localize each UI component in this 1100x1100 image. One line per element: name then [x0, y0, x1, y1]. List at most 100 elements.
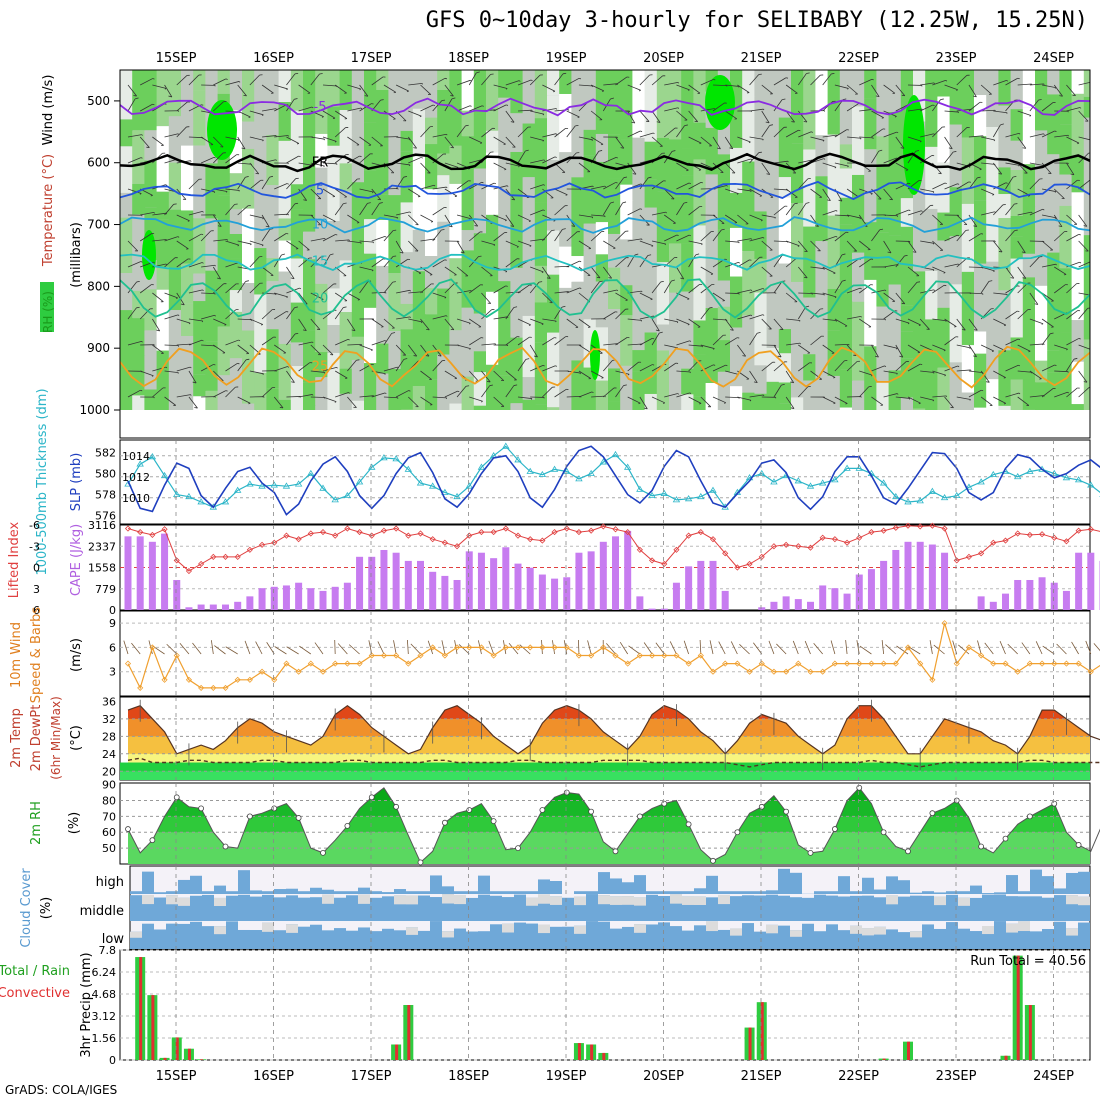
cloud-cell [334, 928, 346, 949]
rh-cell [425, 70, 438, 118]
upper-wind-barb-flag [1078, 338, 1081, 340]
rh-cell [510, 337, 524, 404]
wind10m-barb [730, 641, 738, 655]
upper-wind-barb [810, 136, 825, 141]
upper-wind-barb-flag [321, 299, 324, 301]
upper-wind-barb [359, 188, 374, 193]
cloud-cell [478, 931, 490, 949]
upper-wind-barb [334, 188, 347, 198]
thickness-point [563, 467, 571, 474]
rh-cell [181, 145, 194, 211]
cape-bar [1026, 579, 1034, 610]
upper-wind-barb [615, 177, 625, 190]
upper-wind-barb [164, 84, 173, 98]
cloud-cell [478, 894, 490, 921]
rh-cell [693, 122, 707, 160]
cloud-cell-gray [622, 896, 634, 905]
rh-cell [461, 179, 475, 231]
wind10m-point [393, 652, 400, 659]
cloud-cell [370, 891, 382, 894]
upper-wind-barb [992, 124, 1001, 138]
upper-wind-barb [213, 78, 227, 86]
rh-cell [608, 70, 621, 108]
wind10m-point [1087, 668, 1094, 675]
cloud-cell [334, 891, 346, 894]
cloud-cell [766, 890, 778, 894]
thickness-point [879, 479, 888, 486]
rh-cell [498, 70, 512, 98]
rh-cell [974, 331, 987, 354]
rh-cell [1022, 253, 1036, 278]
upper-wind-barb [493, 136, 506, 145]
rh-cell [595, 281, 609, 328]
cloud-cell [526, 923, 538, 949]
rh-cell [681, 394, 695, 410]
upper-wind-barb [603, 240, 616, 249]
upper-wind-barb [310, 396, 325, 398]
upper-wind-barb [883, 131, 897, 138]
upper-wind-barb [383, 318, 395, 329]
upper-wind-barb [725, 370, 739, 375]
upper-wind-barb [152, 344, 164, 354]
li-point [831, 536, 838, 543]
rh-cell [168, 116, 182, 163]
upper-wind-barb [1053, 231, 1065, 242]
rh-cell [656, 191, 670, 263]
upper-wind-barb-flag [343, 306, 347, 308]
thickness-point [221, 498, 230, 505]
rh-cell [522, 377, 536, 400]
cloud-cell [874, 897, 886, 921]
upper-wind-barb-flag [413, 355, 417, 357]
upper-wind-barb [322, 110, 336, 119]
upper-wind-barb [200, 364, 214, 372]
rh-cell [400, 329, 414, 355]
upper-wind-barb [310, 318, 321, 330]
upper-wind-barb-flag [1004, 324, 1007, 327]
wind10m-barb [792, 640, 799, 655]
wind10m-point [539, 644, 546, 651]
rh-cell [839, 197, 853, 225]
upper-wind-barb-flag [940, 98, 944, 101]
rh-cell [803, 149, 817, 227]
upper-wind-barb [1066, 338, 1079, 346]
upper-wind-barb [676, 370, 691, 373]
upper-wind-barb-flag [510, 225, 514, 227]
upper-wind-barb-flag [379, 202, 383, 204]
cloud-cell [694, 925, 706, 949]
upper-wind-barb [493, 316, 508, 320]
upper-wind-barb-flag [1055, 263, 1057, 266]
upper-wind-barb [1066, 310, 1078, 320]
upper-wind-barb [700, 266, 714, 275]
cloud-cell [946, 894, 958, 921]
rh-cell [400, 409, 414, 410]
upper-wind-barb [895, 136, 905, 149]
cloud-level-middle: middle [80, 904, 124, 919]
upper-wind-barb [408, 318, 423, 323]
rh-cell [388, 216, 402, 274]
cape-bar [794, 599, 802, 610]
cloud-cell [466, 897, 478, 921]
upper-wind-barb-flag [294, 333, 299, 335]
wind10m-barb [214, 645, 226, 655]
li-tick--6: -6 [29, 519, 40, 532]
rh-cell [205, 270, 219, 342]
cape-tick-0: 0 [109, 604, 116, 617]
upper-wind-barb-flag [494, 182, 496, 185]
wind10m-point [198, 684, 205, 691]
upper-wind-barb [542, 365, 556, 372]
upper-wind-barb-flag [1034, 303, 1038, 305]
upper-wind-barb [651, 110, 661, 123]
upper-wind-barb-flag [753, 381, 758, 384]
rh-cell [900, 331, 914, 359]
rh-cell [754, 393, 768, 410]
rh2m-point [929, 810, 936, 817]
upper-wind-barb-flag [689, 392, 692, 395]
upper-wind-barb [700, 307, 710, 320]
upper-wind-barb-flag [992, 194, 995, 196]
upper-wind-barb [749, 136, 764, 140]
thickness-line [127, 445, 1100, 509]
rh-cell [852, 70, 865, 107]
cloud-cell [286, 895, 298, 921]
upper-wind-barb [907, 266, 920, 277]
